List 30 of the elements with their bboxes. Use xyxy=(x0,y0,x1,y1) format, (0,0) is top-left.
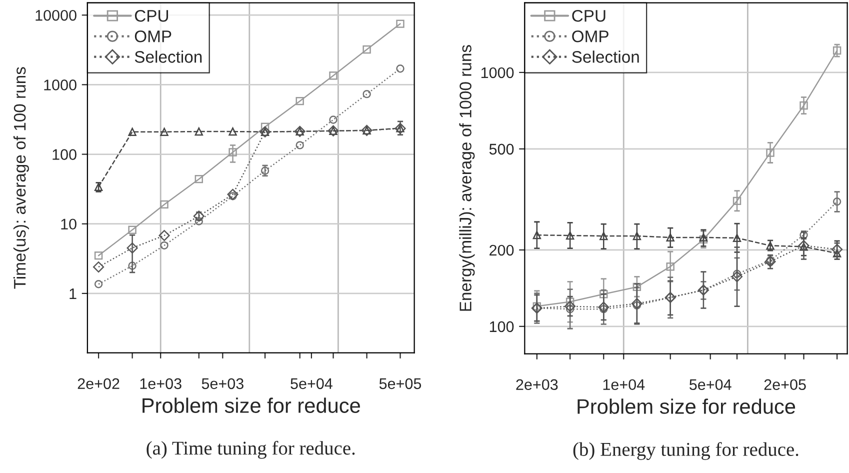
x-axis-title: Problem size for reduce xyxy=(142,398,360,413)
x-tick-label: 2e+03 xyxy=(516,379,558,390)
legend-label: CPU xyxy=(134,10,168,22)
legend-label: Selection xyxy=(134,50,202,63)
y-tick-label: 100 xyxy=(52,149,76,160)
y-tick-label: 500 xyxy=(489,144,514,155)
legend-label: OMP xyxy=(572,30,608,42)
x-tick-label: 2e+02 xyxy=(78,378,120,390)
x-tick-label: 5e+04 xyxy=(690,379,732,390)
y-tick-label: 200 xyxy=(490,244,514,256)
y-tick-label: 1000 xyxy=(481,67,514,78)
y-tick-label: 1 xyxy=(70,288,76,299)
y-tick-label: 10000 xyxy=(36,10,76,21)
x-tick-label: 1e+04 xyxy=(603,379,645,390)
y-tick-label: 100 xyxy=(490,321,514,332)
x-tick-label: 5e+04 xyxy=(290,378,332,390)
y-tick-label: 1000 xyxy=(44,80,76,90)
text: (a) Time tuning for reduce. xyxy=(146,440,355,459)
text: (b) Energy tuning for reduce. xyxy=(573,442,798,460)
x-tick-label: 1e+03 xyxy=(140,378,182,390)
y-axis-title: Energy(milliJ): average of 1000 runs xyxy=(459,45,475,311)
y-tick-label: 10 xyxy=(61,218,76,230)
legend-label: CPU xyxy=(572,10,606,22)
legend-label: OMP xyxy=(134,30,172,42)
x-tick-label: 2e+05 xyxy=(764,379,806,390)
x-tick-label: 5e+03 xyxy=(202,378,244,390)
y-axis-title: Time(us): average of 100 runs xyxy=(13,67,29,289)
x-axis-title: Problem size for reduce xyxy=(578,398,796,414)
x-tick-label: 5e+05 xyxy=(379,378,422,390)
legend-label: Selection xyxy=(572,50,639,63)
